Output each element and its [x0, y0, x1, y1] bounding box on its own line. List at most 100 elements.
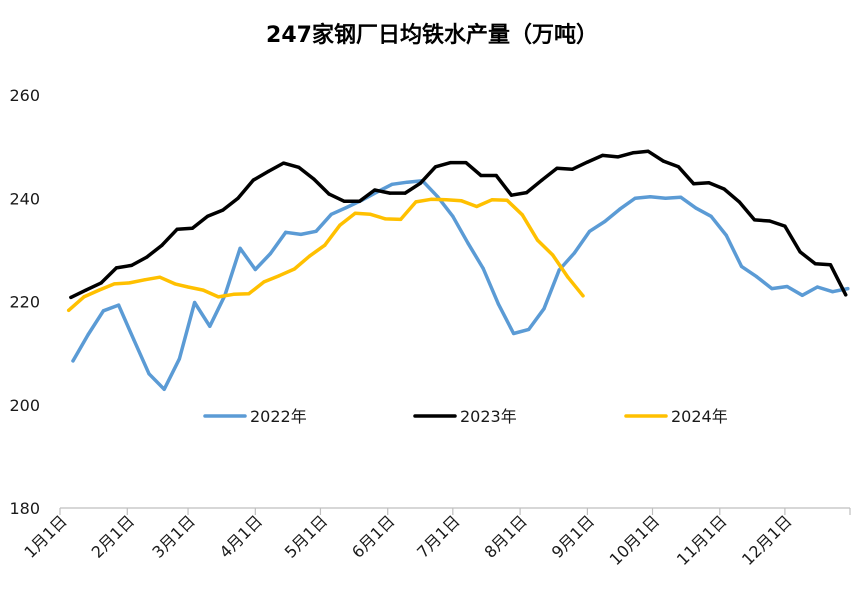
x-tick-label: 9月1日: [548, 511, 598, 561]
legend-label: 2022年: [250, 407, 307, 426]
data-point-2023: [297, 165, 301, 169]
data-point-2022: [770, 287, 774, 291]
data-point-2023: [601, 153, 605, 157]
x-tick-label: 11月1日: [673, 511, 731, 569]
data-point-2023: [312, 177, 316, 181]
data-point-2024: [201, 288, 205, 292]
data-point-2022: [542, 307, 546, 311]
data-point-2024: [232, 292, 236, 296]
data-point-2024: [186, 285, 190, 289]
data-point-2022: [618, 207, 622, 211]
data-point-2023: [114, 266, 118, 270]
x-tick-label: 7月1日: [413, 511, 463, 561]
legend: 2022年 2023年 2024年: [203, 407, 728, 426]
data-point-2024: [112, 282, 116, 286]
data-point-2024: [368, 212, 372, 216]
data-point-2023: [676, 165, 681, 169]
data-point-2022: [815, 285, 820, 289]
data-point-2022: [831, 290, 835, 294]
series-line-2023: [69, 149, 848, 300]
data-point-2024: [444, 198, 448, 202]
y-tick-label: 220: [9, 293, 40, 312]
data-point-2024: [158, 275, 162, 279]
data-point-2022: [496, 302, 500, 306]
data-point-2023: [783, 224, 787, 228]
data-point-2023: [707, 181, 711, 185]
data-point-2022: [466, 241, 470, 245]
data-point-2022: [709, 214, 713, 218]
x-tick-label: 12月1日: [738, 511, 796, 569]
data-point-2023: [373, 188, 377, 192]
data-point-2023: [281, 161, 286, 165]
data-point-2023: [828, 263, 833, 267]
data-point-2022: [436, 195, 440, 199]
data-point-2023: [844, 293, 848, 297]
data-point-2022: [117, 303, 121, 307]
data-point-2024: [82, 295, 86, 299]
data-point-2022: [451, 214, 455, 218]
data-point-2022: [663, 196, 668, 200]
x-tick-label: 4月1日: [216, 511, 266, 561]
data-point-2022: [177, 357, 181, 361]
data-point-2022: [208, 324, 212, 328]
data-point-2024: [143, 278, 147, 282]
data-point-2024: [566, 275, 570, 279]
data-point-2022: [193, 300, 197, 305]
data-point-2023: [479, 173, 483, 178]
data-point-2024: [97, 288, 101, 292]
data-point-2023: [266, 169, 270, 173]
data-point-2023: [494, 173, 498, 178]
y-tick-label: 260: [9, 86, 40, 105]
data-point-2022: [739, 264, 744, 268]
data-point-2024: [338, 223, 342, 227]
data-point-2023: [768, 219, 772, 223]
x-tick-label: 6月1日: [348, 511, 398, 561]
data-point-2023: [251, 178, 255, 182]
data-point-2024: [490, 198, 494, 202]
data-point-2023: [433, 165, 438, 169]
data-point-2022: [314, 229, 318, 233]
data-point-2022: [284, 230, 288, 234]
data-point-2022: [694, 206, 698, 210]
data-point-2022: [329, 212, 333, 216]
data-point-2024: [67, 308, 71, 312]
y-tick-label: 180: [9, 499, 40, 518]
data-point-2024: [505, 198, 509, 202]
data-point-2022: [268, 251, 273, 256]
data-point-2023: [752, 218, 757, 222]
data-point-2023: [798, 250, 802, 254]
data-point-2023: [175, 227, 179, 231]
data-point-2022: [86, 332, 90, 337]
data-point-2023: [525, 191, 529, 195]
data-point-2022: [101, 309, 105, 313]
data-point-2023: [99, 281, 103, 285]
data-point-2023: [145, 255, 149, 259]
data-point-2022: [785, 284, 789, 289]
data-point-2023: [555, 166, 559, 170]
data-point-2022: [132, 338, 136, 342]
data-point-2023: [190, 226, 194, 230]
data-point-2023: [722, 187, 726, 191]
data-point-2022: [162, 387, 166, 391]
legend-item-2022: 2022年: [203, 407, 307, 426]
data-point-2024: [399, 217, 403, 221]
data-point-2022: [253, 267, 257, 272]
data-point-2022: [588, 229, 592, 233]
data-point-2022: [755, 275, 759, 279]
legend-label: 2024年: [671, 407, 728, 426]
data-point-2023: [570, 167, 574, 171]
series-line-2024: [66, 197, 585, 313]
x-tick-label: 8月1日: [480, 511, 530, 561]
data-point-2023: [509, 193, 513, 197]
data-point-2024: [535, 238, 540, 242]
data-point-2024: [551, 253, 555, 257]
data-point-2022: [147, 372, 151, 376]
data-point-2023: [236, 196, 240, 200]
data-point-2023: [206, 214, 210, 218]
data-point-2022: [679, 195, 683, 199]
data-point-2022: [405, 180, 409, 184]
data-point-2023: [616, 155, 620, 159]
data-point-2023: [388, 191, 392, 195]
data-point-2024: [383, 217, 388, 221]
data-point-2022: [648, 195, 652, 199]
